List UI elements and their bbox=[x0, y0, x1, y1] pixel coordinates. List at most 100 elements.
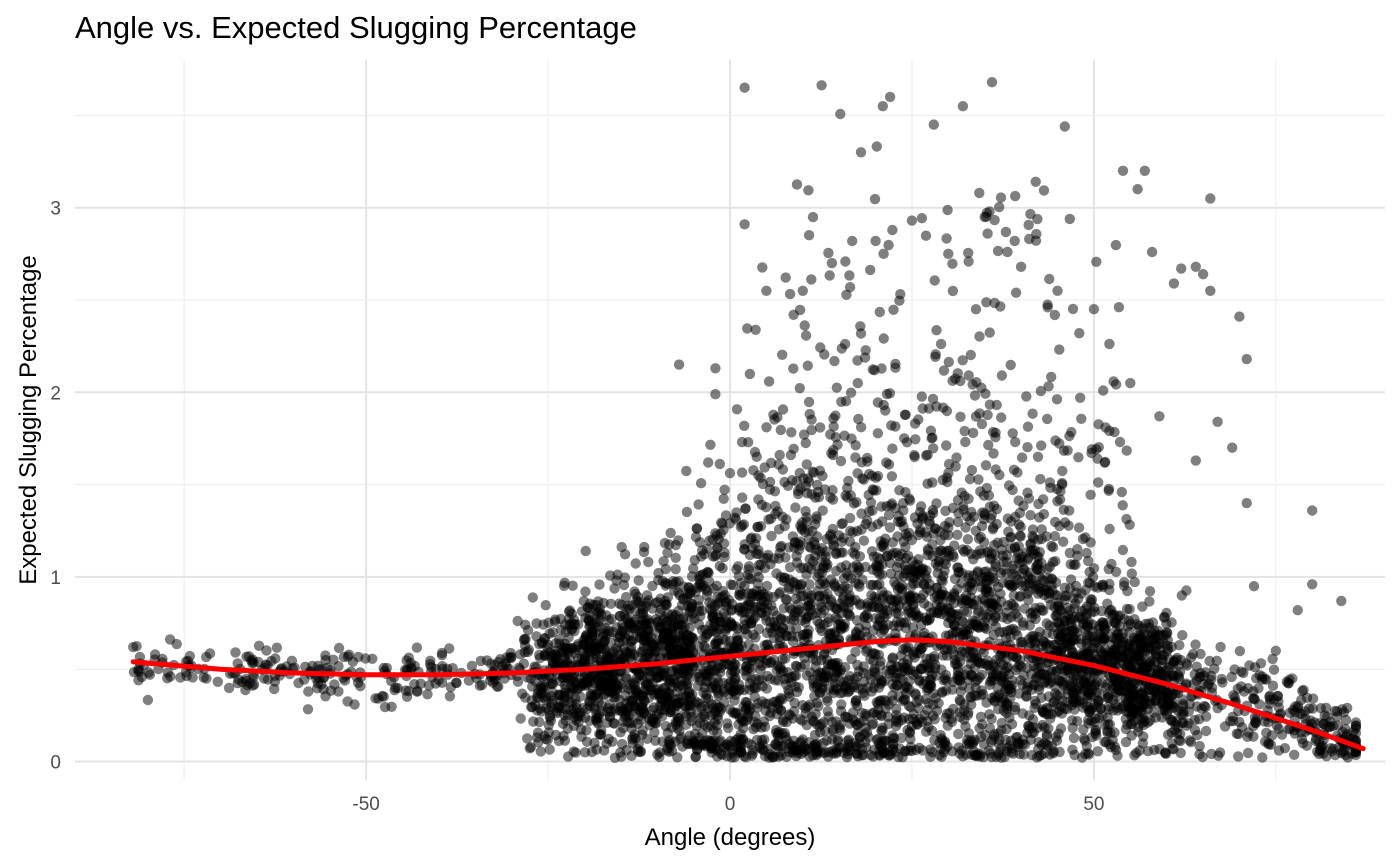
data-point bbox=[854, 630, 865, 641]
data-point bbox=[806, 274, 817, 285]
data-point bbox=[1191, 675, 1202, 686]
data-point bbox=[953, 742, 964, 753]
data-point bbox=[1130, 635, 1141, 646]
data-point bbox=[201, 651, 212, 663]
data-point bbox=[844, 282, 856, 293]
data-point bbox=[545, 701, 557, 712]
data-point bbox=[972, 607, 983, 618]
data-point bbox=[1085, 489, 1096, 500]
data-point bbox=[1024, 710, 1035, 721]
data-point bbox=[940, 669, 952, 681]
data-point bbox=[886, 471, 898, 482]
data-point bbox=[799, 320, 810, 331]
data-point bbox=[540, 600, 551, 611]
data-point bbox=[917, 512, 929, 523]
data-point bbox=[831, 716, 842, 727]
data-point bbox=[527, 592, 538, 603]
data-point bbox=[1032, 213, 1043, 225]
data-point bbox=[1007, 484, 1018, 496]
data-point bbox=[1042, 302, 1053, 313]
data-point bbox=[1122, 698, 1133, 709]
data-point bbox=[333, 661, 344, 672]
data-point bbox=[845, 387, 857, 398]
data-point bbox=[1090, 679, 1101, 690]
data-point bbox=[542, 642, 553, 653]
data-point bbox=[554, 638, 565, 649]
data-point bbox=[695, 712, 707, 723]
data-point bbox=[566, 623, 578, 634]
data-point bbox=[1006, 719, 1018, 730]
data-point bbox=[851, 525, 863, 537]
data-point bbox=[711, 626, 723, 637]
data-point bbox=[957, 544, 969, 555]
data-point bbox=[1121, 445, 1132, 456]
data-point bbox=[1249, 694, 1260, 705]
data-point bbox=[983, 571, 995, 582]
data-point bbox=[1044, 273, 1055, 285]
data-point bbox=[707, 534, 718, 545]
data-point bbox=[633, 575, 644, 586]
data-point bbox=[867, 364, 878, 375]
data-point bbox=[1048, 748, 1059, 759]
data-point bbox=[693, 499, 704, 510]
data-point bbox=[550, 729, 562, 741]
data-point bbox=[594, 728, 605, 740]
data-point bbox=[1019, 603, 1030, 614]
data-point bbox=[963, 674, 974, 685]
data-point bbox=[845, 490, 856, 501]
data-point bbox=[775, 424, 786, 436]
data-point bbox=[522, 733, 533, 744]
data-point bbox=[1206, 748, 1217, 760]
data-point bbox=[367, 653, 378, 664]
data-point bbox=[844, 270, 855, 281]
data-point bbox=[753, 623, 765, 635]
data-point bbox=[979, 508, 990, 519]
data-point bbox=[814, 422, 826, 433]
data-point bbox=[563, 632, 574, 643]
data-point bbox=[700, 632, 711, 643]
data-point bbox=[198, 672, 209, 683]
data-point bbox=[858, 535, 870, 546]
data-point bbox=[770, 500, 781, 512]
data-point bbox=[609, 583, 620, 594]
data-point bbox=[976, 418, 988, 430]
data-point bbox=[826, 448, 837, 459]
data-point bbox=[743, 561, 755, 572]
data-point bbox=[718, 607, 730, 618]
data-point bbox=[868, 625, 879, 636]
data-point bbox=[1152, 625, 1164, 636]
data-point bbox=[982, 409, 993, 421]
data-point bbox=[811, 513, 822, 525]
data-point bbox=[918, 598, 930, 609]
data-point bbox=[807, 750, 819, 761]
data-point bbox=[530, 676, 541, 687]
data-point bbox=[942, 204, 953, 216]
data-point bbox=[814, 578, 826, 589]
data-point bbox=[1070, 580, 1082, 592]
data-point bbox=[1086, 447, 1097, 459]
data-point bbox=[773, 459, 784, 470]
data-point bbox=[755, 521, 767, 532]
data-point bbox=[829, 355, 840, 367]
data-point bbox=[763, 590, 774, 602]
data-point bbox=[1298, 684, 1309, 696]
data-point bbox=[819, 604, 830, 616]
data-point bbox=[872, 519, 883, 530]
data-point bbox=[808, 467, 820, 478]
data-point bbox=[733, 570, 744, 582]
data-point bbox=[998, 705, 1009, 716]
data-point bbox=[811, 544, 822, 555]
data-point bbox=[800, 437, 811, 449]
data-point bbox=[660, 577, 671, 589]
data-point bbox=[1016, 661, 1027, 672]
data-point bbox=[390, 682, 401, 693]
data-point bbox=[1091, 256, 1102, 267]
data-point bbox=[1238, 686, 1250, 697]
data-point bbox=[422, 689, 433, 700]
data-point bbox=[832, 439, 843, 450]
data-point bbox=[681, 465, 692, 477]
data-point bbox=[686, 571, 698, 582]
data-point bbox=[1144, 586, 1156, 597]
data-point bbox=[935, 338, 947, 350]
